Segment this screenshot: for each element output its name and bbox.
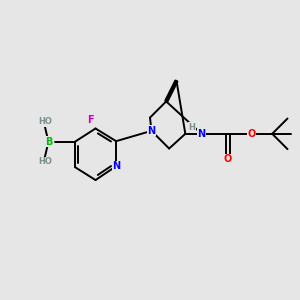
Text: N: N	[197, 129, 206, 139]
Text: B: B	[45, 137, 52, 147]
Text: O: O	[248, 129, 256, 139]
Text: N: N	[147, 126, 155, 136]
Text: H: H	[188, 123, 195, 132]
Text: O: O	[224, 154, 232, 164]
Polygon shape	[165, 80, 178, 102]
Text: N: N	[112, 161, 120, 171]
Text: F: F	[87, 115, 94, 125]
Text: HO: HO	[38, 157, 52, 166]
Text: HO: HO	[38, 117, 52, 126]
